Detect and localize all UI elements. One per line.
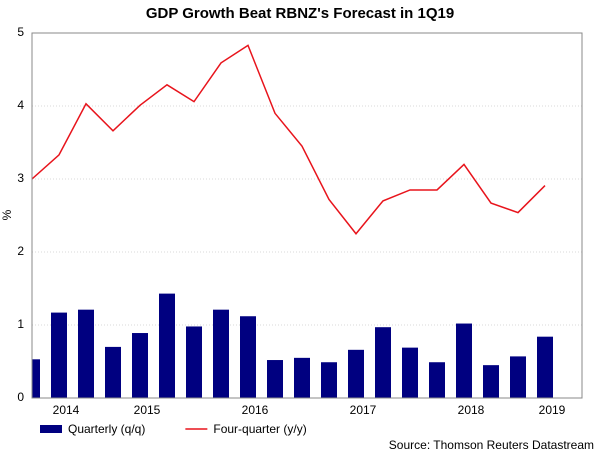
y-tick-label: 0	[17, 390, 24, 404]
bar	[159, 293, 175, 398]
y-tick-label: 1	[17, 317, 24, 331]
bar	[537, 336, 553, 398]
legend-label: Four-quarter (y/y)	[213, 422, 306, 436]
bar	[132, 333, 148, 398]
legend: Quarterly (q/q) Four-quarter (y/y)	[40, 422, 307, 436]
bar	[429, 362, 445, 398]
x-tick-label: 2017	[350, 403, 377, 417]
bar	[105, 346, 121, 398]
bar	[213, 309, 229, 398]
bar	[78, 309, 94, 398]
bar	[402, 347, 418, 398]
bar	[483, 365, 499, 398]
x-tick-label: 2016	[242, 403, 269, 417]
legend-swatch	[40, 425, 62, 433]
bar	[321, 362, 337, 398]
line	[32, 44, 546, 235]
y-tick-label: 4	[17, 98, 24, 112]
bar	[456, 323, 472, 398]
bar	[32, 359, 40, 398]
bar	[186, 326, 202, 398]
source: Source: Thomson Reuters Datastream	[389, 438, 594, 452]
bar	[294, 357, 310, 398]
y-tick-label: 2	[17, 244, 24, 258]
bar	[375, 327, 391, 398]
bar	[240, 316, 256, 398]
x-tick-label: 2019	[539, 403, 566, 417]
x-tick-label: 2014	[53, 403, 80, 417]
y-axis-label: %	[0, 209, 14, 220]
y-tick-label: 5	[17, 25, 24, 39]
x-tick-label: 2018	[458, 403, 485, 417]
plot-area	[32, 44, 553, 398]
bar	[510, 356, 526, 398]
bar	[51, 312, 67, 398]
x-tick-label: 2015	[134, 403, 161, 417]
legend-label: Quarterly (q/q)	[68, 422, 145, 436]
y-tick-label: 3	[17, 171, 24, 185]
bar	[267, 360, 283, 398]
chart-title: GDP Growth Beat RBNZ's Forecast in 1Q19	[146, 5, 454, 22]
bar	[348, 349, 364, 398]
plot-frame	[31, 32, 583, 399]
